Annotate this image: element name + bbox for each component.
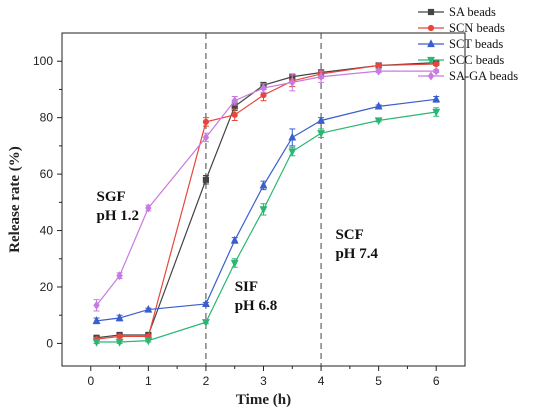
legend-label: SCT beads <box>449 37 503 51</box>
data-point <box>93 300 100 310</box>
phase-annotation: SGF pH 1.2 <box>97 189 140 224</box>
data-point <box>202 132 210 142</box>
legend-item: SA beads <box>418 5 496 19</box>
data-point <box>144 304 153 313</box>
data-point <box>317 72 325 82</box>
legend-marker <box>427 39 435 48</box>
data-point <box>145 203 152 213</box>
series-layer <box>92 59 441 347</box>
legend-marker <box>427 56 435 65</box>
y-axis-title: Release rate (%) <box>7 146 23 253</box>
data-point <box>317 130 325 138</box>
y-tick-label: 80 <box>40 111 54 125</box>
x-tick-label: 0 <box>87 374 94 388</box>
data-point <box>433 60 440 68</box>
data-point <box>432 94 441 103</box>
legend-item: SA-GA beads <box>418 69 518 83</box>
legend-item: SCN beads <box>418 21 505 35</box>
series-line <box>96 98 437 322</box>
data-point <box>116 271 123 281</box>
series-line <box>96 62 437 339</box>
data-point <box>92 316 101 324</box>
series-sa-ga-beads <box>93 66 440 312</box>
legend-label: SCC beads <box>449 53 504 67</box>
series-scc-beads <box>92 107 441 347</box>
data-point <box>116 333 123 340</box>
data-point <box>202 118 210 125</box>
legend-marker <box>427 24 435 32</box>
series-line <box>96 111 437 343</box>
legend-marker <box>427 71 435 81</box>
y-tick-label: 0 <box>46 336 53 350</box>
data-point <box>260 91 267 99</box>
data-point <box>115 338 124 347</box>
phase-annotation-line: pH 6.8 <box>235 298 278 314</box>
data-point <box>260 83 267 93</box>
legend-item: SCC beads <box>418 53 504 67</box>
x-tick-label: 5 <box>375 374 382 388</box>
series-line <box>96 70 437 306</box>
phase-annotation-line: SGF <box>97 189 126 205</box>
x-axis-title: Time (h) <box>236 392 291 408</box>
y-tick-label: 100 <box>33 54 53 68</box>
legend: SA beads SCN beads SCT beads SCC beads SA-GA… <box>418 5 518 83</box>
data-point <box>432 66 440 76</box>
phase-divider-lines <box>205 33 322 366</box>
y-tick-label: 60 <box>40 167 54 181</box>
phase-annotation-line: SCF <box>335 227 363 243</box>
data-point <box>202 176 210 183</box>
phase-annotation-line: SIF <box>235 279 258 295</box>
x-tick-label: 2 <box>203 374 210 388</box>
y-tick-label: 40 <box>40 224 54 238</box>
data-point <box>432 108 441 117</box>
data-point <box>230 235 239 244</box>
x-tick-label: 6 <box>433 374 440 388</box>
data-point <box>375 66 382 76</box>
data-point <box>231 96 238 106</box>
series-line <box>96 63 437 340</box>
legend-marker <box>427 8 435 16</box>
data-point <box>259 206 268 215</box>
legend-item: SCT beads <box>418 37 503 51</box>
data-point <box>288 148 297 157</box>
data-point <box>289 77 296 87</box>
data-point <box>374 101 383 110</box>
data-point <box>202 299 210 308</box>
x-tick-label: 3 <box>260 374 267 388</box>
legend-label: SA-GA beads <box>449 69 518 83</box>
data-point <box>92 338 101 347</box>
phase-annotation-line: pH 1.2 <box>97 208 140 224</box>
x-tick-label: 4 <box>318 374 325 388</box>
series-sct-beads <box>92 94 441 325</box>
data-point <box>202 319 210 327</box>
data-point <box>259 180 268 189</box>
data-point <box>144 337 153 346</box>
data-point <box>288 132 297 141</box>
data-point <box>317 115 325 124</box>
data-point <box>231 111 238 118</box>
annotation-layer: SGF pH 1.2 SIF pH 6.8 SCF pH 7.4 <box>97 189 379 314</box>
phase-annotation: SIF pH 6.8 <box>235 279 278 314</box>
phase-annotation: SCF pH 7.4 <box>335 227 378 262</box>
legend-label: SA beads <box>449 5 496 19</box>
phase-annotation-line: pH 7.4 <box>335 246 378 262</box>
data-point <box>230 259 239 268</box>
legend-label: SCN beads <box>449 21 505 35</box>
y-tick-label: 20 <box>40 280 54 294</box>
data-point <box>115 313 124 322</box>
data-point <box>374 117 383 126</box>
x-tick-label: 1 <box>145 374 152 388</box>
